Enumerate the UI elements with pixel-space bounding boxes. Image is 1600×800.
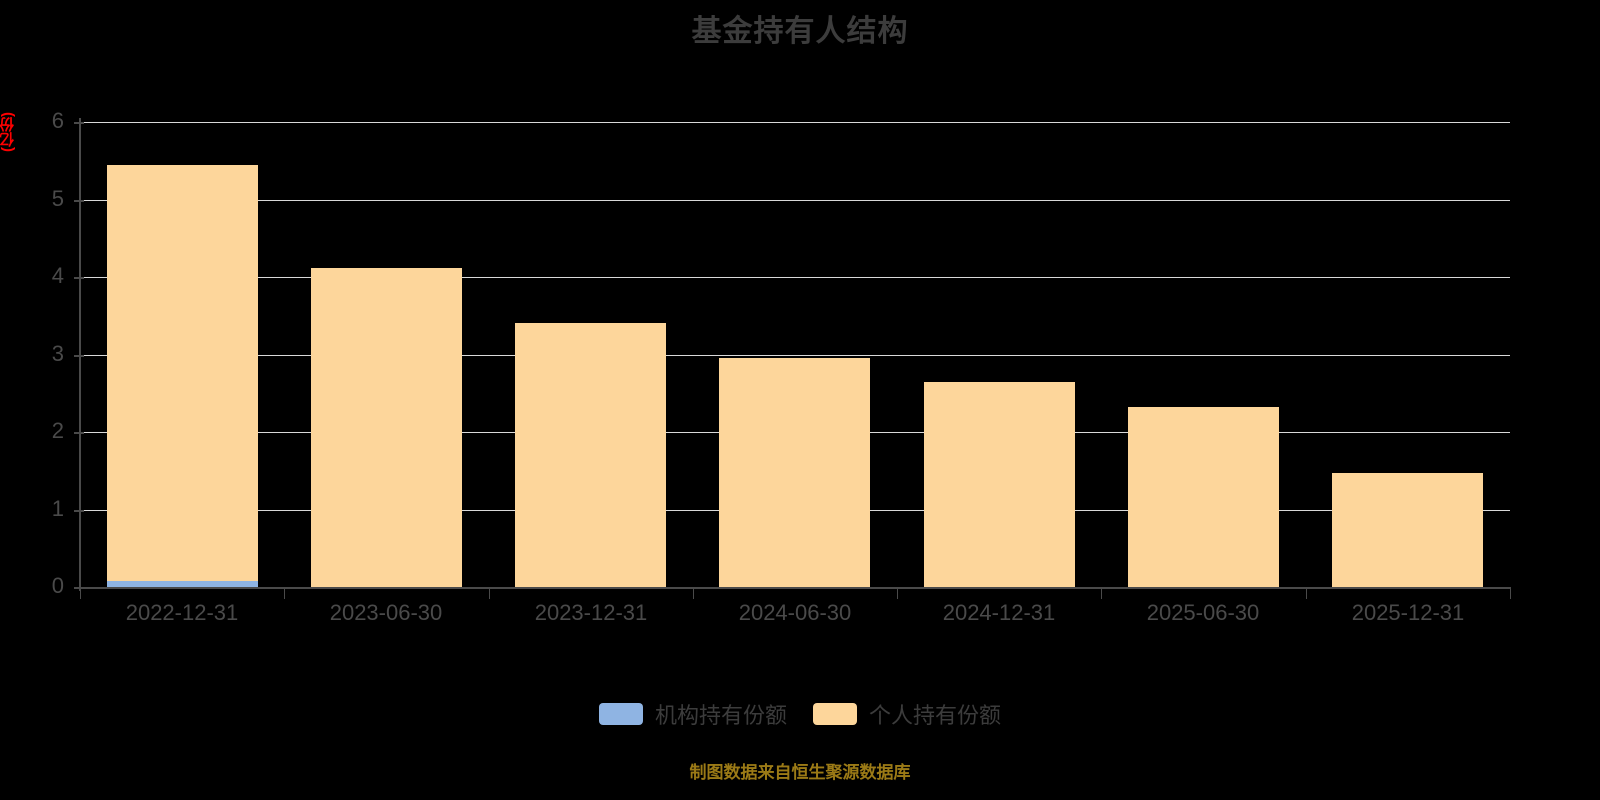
- bar-segment-personal[interactable]: [311, 268, 462, 587]
- chart-title: 基金持有人结构: [691, 15, 909, 48]
- footer-note: 制图数据来自恒生聚源数据库: [689, 763, 911, 782]
- bar-segment-personal[interactable]: [1332, 473, 1483, 587]
- legend-label: 机构持有份额: [654, 703, 787, 728]
- legend-swatch-icon: [598, 703, 643, 725]
- x-tick-label: 2024-12-31: [942, 600, 1056, 625]
- x-tick-mark: [489, 589, 490, 599]
- bar-segment-institution[interactable]: [107, 581, 258, 587]
- gridline: [80, 355, 1510, 356]
- gridline: [80, 200, 1510, 201]
- bar-segment-personal[interactable]: [1128, 407, 1279, 587]
- y-tick-label: 4: [51, 263, 64, 288]
- y-tick-label: 6: [51, 108, 64, 133]
- x-tick-label: 2024-06-30: [738, 600, 852, 625]
- legend-item[interactable]: 机构持有份额: [598, 698, 787, 730]
- gridline: [80, 277, 1510, 278]
- x-tick-mark: [80, 589, 81, 599]
- legend-item[interactable]: 个人持有份额: [813, 698, 1001, 730]
- bar-segment-personal[interactable]: [719, 358, 870, 587]
- y-tick-label: 3: [51, 341, 64, 366]
- x-tick-mark: [1101, 589, 1102, 599]
- gridline: [80, 122, 1510, 123]
- legend-swatch-icon: [813, 703, 857, 725]
- legend-label: 个人持有份额: [869, 703, 1002, 728]
- y-tick-label: 0: [51, 573, 64, 598]
- bar-segment-personal[interactable]: [107, 165, 258, 582]
- y-tick-label: 1: [51, 496, 64, 521]
- x-tick-label: 2023-06-30: [329, 600, 443, 625]
- x-tick-mark: [1510, 589, 1511, 599]
- bar-segment-personal[interactable]: [515, 323, 666, 587]
- x-tick-label: 2023-12-31: [534, 600, 648, 625]
- y-tick-label: 2: [51, 418, 64, 443]
- x-tick-mark: [1306, 589, 1307, 599]
- legend: 机构持有份额 个人持有份额: [0, 698, 1600, 730]
- x-tick-mark: [693, 589, 694, 599]
- x-tick-label: 2025-06-30: [1146, 600, 1260, 625]
- x-tick-label: 2025-12-31: [1351, 600, 1465, 625]
- bar-segment-personal[interactable]: [924, 382, 1075, 587]
- x-tick-label: 2022-12-31: [125, 600, 239, 625]
- y-tick-label: 5: [51, 186, 64, 211]
- x-tick-mark: [284, 589, 285, 599]
- y-axis-title: (亿份): [0, 112, 16, 152]
- x-axis-line: [79, 587, 1511, 589]
- y-axis-line: [79, 118, 81, 591]
- x-tick-mark: [897, 589, 898, 599]
